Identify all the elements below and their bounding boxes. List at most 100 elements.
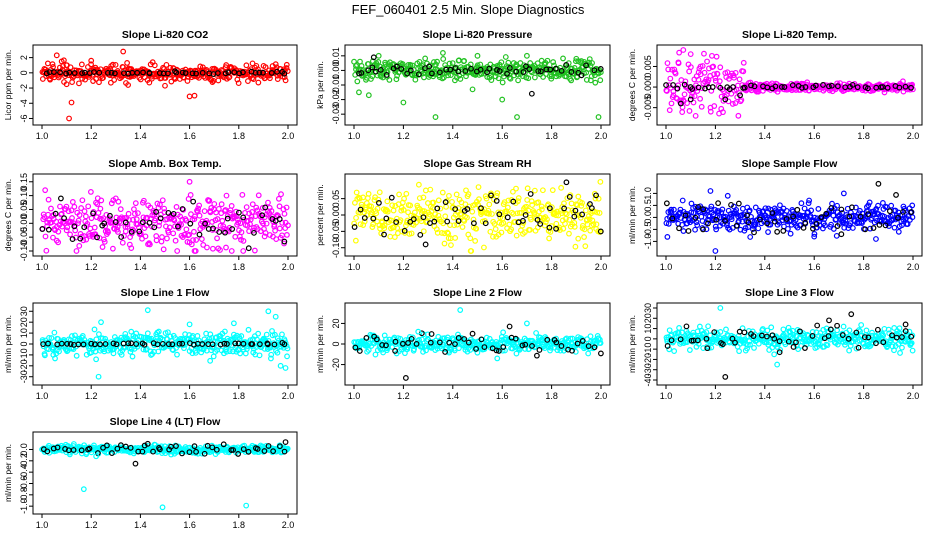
x-tick-label: 1.2: [709, 391, 722, 401]
data-point: [698, 96, 703, 101]
data-point: [447, 194, 452, 199]
data-point: [710, 54, 715, 59]
data-outlier: [596, 115, 601, 120]
reference-point: [188, 221, 193, 226]
data-point: [576, 194, 581, 199]
data-outlier: [192, 93, 197, 98]
data-point: [667, 108, 672, 113]
reference-point: [191, 199, 196, 204]
data-point: [143, 234, 148, 239]
reference-point: [677, 226, 682, 231]
data-point: [569, 201, 574, 206]
data-point: [111, 246, 116, 251]
y-tick-label: 20: [19, 317, 29, 327]
data-point: [134, 201, 139, 206]
y-axis-label: degrees C per min.: [627, 49, 637, 121]
data-point: [482, 245, 487, 250]
data-point: [219, 202, 224, 207]
data-point: [533, 75, 538, 80]
data-point: [285, 354, 290, 359]
data-point: [244, 205, 249, 210]
data-point: [501, 330, 506, 335]
data-point: [92, 327, 97, 332]
data-point: [470, 209, 475, 214]
reference-outlier: [133, 461, 138, 466]
data-point: [68, 232, 73, 237]
reference-outlier: [839, 232, 844, 237]
y-tick-label: -1.0: [643, 234, 653, 250]
x-tick-label: 1.6: [808, 262, 821, 272]
data-point: [490, 212, 495, 217]
data-point: [94, 337, 99, 342]
data-point: [473, 239, 478, 244]
plot-panel-4: Slope Amb. Box Temp.degrees C per min.1.…: [3, 158, 297, 272]
data-point: [737, 349, 742, 354]
data-point: [205, 245, 210, 250]
reference-point: [523, 213, 528, 218]
data-outlier: [525, 54, 530, 59]
x-tick-label: 2.0: [595, 131, 608, 141]
x-tick-label: 1.0: [348, 391, 361, 401]
data-point: [748, 235, 753, 240]
data-outlier: [500, 97, 505, 102]
data-point: [724, 327, 729, 332]
data-outlier: [842, 191, 847, 196]
data-point: [573, 244, 578, 249]
reference-outlier: [530, 91, 535, 96]
data-point: [442, 241, 447, 246]
y-tick-label: -0.10: [19, 241, 29, 262]
data-point: [507, 222, 512, 227]
data-point: [171, 231, 176, 236]
y-tick-label: 10: [643, 324, 653, 334]
data-point: [192, 229, 197, 234]
reference-point: [590, 206, 595, 211]
data-point: [224, 245, 229, 250]
y-axis-label: Licor ppm per min.: [3, 50, 13, 120]
data-point: [584, 208, 589, 213]
data-outlier: [283, 366, 288, 371]
data-outlier: [94, 357, 99, 362]
data-point: [699, 104, 704, 109]
data-points: [664, 48, 915, 118]
y-tick-label: -0.03: [331, 104, 341, 125]
data-outlier: [54, 53, 59, 58]
x-tick-label: 1.6: [496, 391, 509, 401]
data-point: [212, 202, 217, 207]
data-point: [851, 226, 856, 231]
data-outlier: [121, 49, 126, 54]
data-point: [385, 199, 390, 204]
data-point: [173, 238, 178, 243]
data-point: [493, 227, 498, 232]
reference-point: [795, 208, 800, 213]
data-point: [428, 187, 433, 192]
data-point: [44, 248, 49, 253]
reference-point: [537, 348, 542, 353]
y-tick-label: 0.5: [643, 199, 653, 212]
data-point: [266, 200, 271, 205]
data-point: [89, 216, 94, 221]
data-point: [680, 110, 685, 115]
data-point: [77, 81, 82, 86]
data-point: [835, 328, 840, 333]
x-tick-label: 1.8: [545, 262, 558, 272]
data-outlier: [232, 321, 237, 326]
y-tick-label: -30: [19, 370, 29, 383]
data-outlier: [187, 94, 192, 99]
x-tick-label: 1.4: [447, 262, 460, 272]
x-tick-label: 1.4: [134, 520, 147, 530]
reference-point: [781, 229, 786, 234]
data-outlier: [713, 249, 718, 254]
data-point: [220, 218, 225, 223]
data-point: [229, 249, 234, 254]
reference-point: [684, 324, 689, 329]
reference-point: [445, 219, 450, 224]
x-tick-label: 1.2: [85, 391, 98, 401]
data-point: [847, 348, 852, 353]
data-outlier: [441, 51, 446, 56]
plot-title: Slope Line 3 Flow: [745, 287, 835, 299]
data-point: [377, 190, 382, 195]
data-point: [355, 79, 360, 84]
data-points: [40, 440, 290, 510]
data-point: [52, 330, 57, 335]
x-tick-label: 1.4: [447, 131, 460, 141]
